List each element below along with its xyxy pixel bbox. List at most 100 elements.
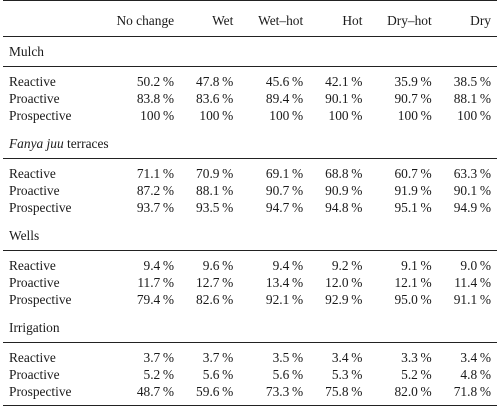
section-title: Irrigation — [3, 313, 497, 343]
table-row: Reactive 71.1 % 70.9 % 69.1 % 68.8 % 60.… — [3, 159, 497, 183]
table-cell: 75.8 % — [309, 383, 369, 406]
header-row: No change Wet Wet–hot Hot Dry–hot Dry — [3, 0, 497, 37]
table-cell: 90.7 % — [265, 183, 304, 198]
table-cell: 12.7 % — [196, 275, 234, 290]
section-terraces-rows: Reactive 71.1 % 70.9 % 69.1 % 68.8 % 60.… — [3, 159, 497, 222]
section-title: Fanya juu terraces — [3, 129, 497, 159]
section-title: Mulch — [3, 36, 497, 67]
table-cell: 90.9 % — [325, 183, 363, 198]
table-cell: 73.3 % — [239, 383, 310, 406]
table-cell: 3.7 % — [143, 350, 175, 365]
table-cell: 4.8 % — [460, 367, 491, 382]
table-cell: 3.3 % — [401, 350, 432, 365]
table-cell: 90.1 % — [453, 183, 491, 198]
table-cell: 9.2 % — [331, 258, 363, 273]
table-cell: 93.5 % — [196, 200, 234, 215]
table-cell: 90.1 % — [325, 91, 363, 106]
table-cell: 12.1 % — [394, 275, 432, 290]
row-label: Reactive — [9, 350, 56, 365]
table-cell: 87.2 % — [136, 183, 175, 198]
row-label: Proactive — [9, 183, 60, 198]
table-row: Reactive 9.4 % 9.6 % 9.4 % 9.2 % 9.1 % 9… — [3, 251, 497, 275]
table-cell: 3.7 % — [202, 350, 234, 365]
table-cell: 70.9 % — [196, 166, 234, 181]
header-cell-dry: Dry — [437, 0, 497, 37]
table-cell: 9.4 % — [272, 258, 304, 273]
header-cell-wet: Wet — [180, 0, 240, 37]
table-row: Proactive 83.8 % 83.6 % 89.4 % 90.1 % 90… — [3, 90, 497, 107]
row-label: Reactive — [9, 258, 56, 273]
table-cell: 48.7 % — [93, 383, 181, 406]
table-cell: 88.1 % — [196, 183, 234, 198]
table-cell: 100 % — [199, 108, 234, 123]
table-cell: 38.5 % — [453, 74, 491, 89]
table-cell: 71.1 % — [136, 166, 175, 181]
table-cell: 3.4 % — [331, 350, 363, 365]
table-cell: 71.8 % — [437, 383, 497, 406]
table-header: No change Wet Wet–hot Hot Dry–hot Dry — [3, 0, 497, 37]
table-cell: 100 % — [457, 108, 491, 123]
table-cell: 9.1 % — [401, 258, 432, 273]
table-cell: 9.0 % — [460, 258, 491, 273]
table-row: Proactive 11.7 % 12.7 % 13.4 % 12.0 % 12… — [3, 274, 497, 291]
adoption-table: No change Wet Wet–hot Hot Dry–hot Dry Mu… — [3, 0, 497, 406]
table-cell: 83.8 % — [136, 91, 175, 106]
table-cell: 100 % — [328, 108, 363, 123]
row-label: Proactive — [9, 91, 60, 106]
table-cell: 12.0 % — [325, 275, 363, 290]
table-cell: 82.0 % — [368, 383, 438, 406]
table-cell: 47.8 % — [196, 74, 234, 89]
table-cell: 11.4 % — [454, 275, 491, 290]
table-cell: 9.6 % — [202, 258, 234, 273]
table-cell: 95.1 % — [394, 200, 432, 215]
table-row: Reactive 50.2 % 47.8 % 45.6 % 42.1 % 35.… — [3, 67, 497, 91]
table-row: Prospective 48.7 % 59.6 % 73.3 % 75.8 % … — [3, 383, 497, 406]
row-label: Proactive — [9, 367, 60, 382]
table-cell: 95.0 % — [394, 292, 432, 307]
table-cell: 91.1 % — [453, 292, 491, 307]
table-cell: 63.3 % — [453, 166, 491, 181]
table-cell: 92.9 % — [325, 292, 363, 307]
section-wells-rows: Reactive 9.4 % 9.6 % 9.4 % 9.2 % 9.1 % 9… — [3, 251, 497, 314]
section-title-italic: Fanya juu — [9, 136, 64, 151]
table-cell: 5.6 % — [272, 367, 304, 382]
row-label: Reactive — [9, 74, 56, 89]
row-label: Prospective — [9, 292, 72, 307]
table-cell: 5.3 % — [331, 367, 363, 382]
table-cell: 89.4 % — [265, 91, 304, 106]
row-label: Proactive — [9, 275, 60, 290]
table-cell: 5.2 % — [143, 367, 175, 382]
table-cell: 3.4 % — [460, 350, 491, 365]
section-title-row: Fanya juu terraces — [3, 129, 497, 159]
table-cell: 100 % — [140, 108, 175, 123]
table-cell: 88.1 % — [453, 91, 491, 106]
row-label: Prospective — [9, 200, 72, 215]
table-cell: 11.7 % — [137, 275, 175, 290]
table-row: Proactive 87.2 % 88.1 % 90.7 % 90.9 % 91… — [3, 182, 497, 199]
table-cell: 83.6 % — [196, 91, 234, 106]
results-table-container: No change Wet Wet–hot Hot Dry–hot Dry Mu… — [3, 0, 497, 406]
table-cell: 13.4 % — [265, 275, 304, 290]
table-cell: 79.4 % — [136, 292, 175, 307]
table-cell: 60.7 % — [394, 166, 432, 181]
row-label: Reactive — [9, 166, 56, 181]
section-irrigation-rows: Reactive 3.7 % 3.7 % 3.5 % 3.4 % 3.3 % 3… — [3, 343, 497, 406]
table-cell: 100 % — [269, 108, 304, 123]
section-irrigation-head: Irrigation — [3, 313, 497, 343]
table-cell: 50.2 % — [136, 74, 175, 89]
table-row: Reactive 3.7 % 3.7 % 3.5 % 3.4 % 3.3 % 3… — [3, 343, 497, 367]
table-cell: 90.7 % — [394, 91, 432, 106]
header-cell-dry-hot: Dry–hot — [368, 0, 438, 37]
table-cell: 92.1 % — [265, 292, 304, 307]
table-cell: 94.8 % — [325, 200, 363, 215]
table-cell: 94.9 % — [453, 200, 491, 215]
section-title: Wells — [3, 221, 497, 251]
table-cell: 9.4 % — [143, 258, 175, 273]
section-mulch-rows: Reactive 50.2 % 47.8 % 45.6 % 42.1 % 35.… — [3, 67, 497, 130]
table-cell: 45.6 % — [265, 74, 304, 89]
table-cell: 68.8 % — [325, 166, 363, 181]
table-cell: 93.7 % — [136, 200, 175, 215]
table-cell: 42.1 % — [325, 74, 363, 89]
row-label: Prospective — [3, 383, 93, 406]
section-terraces-head: Fanya juu terraces — [3, 129, 497, 159]
